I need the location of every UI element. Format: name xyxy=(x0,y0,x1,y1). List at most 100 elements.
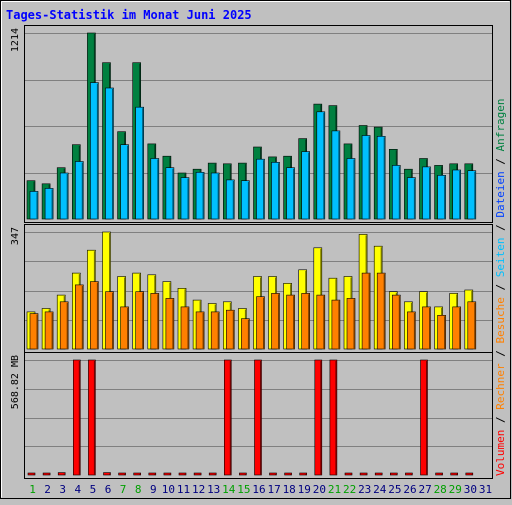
bar-shadow xyxy=(157,159,159,219)
legend-separator: / xyxy=(494,277,507,297)
day-label-13: 13 xyxy=(207,483,220,496)
legend-separator: / xyxy=(494,218,507,238)
bar-shadow xyxy=(353,159,355,219)
bar-shadow xyxy=(187,307,189,349)
bar-shadow xyxy=(36,314,38,349)
bar-shadow xyxy=(199,474,202,475)
bar-shadow xyxy=(338,131,340,219)
bar-shadow xyxy=(109,233,111,349)
bar-shadow xyxy=(290,474,292,475)
day-label-24: 24 xyxy=(373,483,387,496)
bar-shadow xyxy=(81,162,84,219)
bar-shadow xyxy=(398,296,401,349)
bar-shadow xyxy=(33,474,35,475)
bar-shadow xyxy=(398,166,401,219)
bar-shadow xyxy=(413,312,416,349)
bar-shadow xyxy=(350,474,352,475)
bar-shadow xyxy=(96,83,99,219)
legend-separator: / xyxy=(494,410,507,430)
day-label-11: 11 xyxy=(177,483,190,496)
bar-shadow xyxy=(413,178,416,219)
day-label-22: 22 xyxy=(343,483,356,496)
panel-volume: 568.82 MB xyxy=(10,352,493,479)
day-label-18: 18 xyxy=(283,483,296,496)
bar-shadow xyxy=(429,167,431,219)
bar-shadow xyxy=(202,173,205,219)
bar-shadow xyxy=(338,301,340,349)
bar-shadow xyxy=(323,112,325,219)
bar-shadow xyxy=(81,285,84,349)
bar-shadow xyxy=(293,168,295,219)
bar-shadow xyxy=(172,168,174,219)
bar-shadow xyxy=(214,474,217,475)
bar-shadow xyxy=(157,294,159,349)
bar-shadow xyxy=(232,311,235,349)
day-label-27: 27 xyxy=(418,483,431,496)
bar-shadow xyxy=(154,474,156,475)
bar-shadow xyxy=(444,176,446,219)
chart-legend: Volumen / Rechner / Besuche / Seiten / D… xyxy=(494,98,507,476)
bar-shadow xyxy=(368,136,371,219)
bar-shadow xyxy=(187,178,189,219)
day-label-3: 3 xyxy=(59,483,66,496)
day-label-17: 17 xyxy=(267,483,280,496)
bar-shadow xyxy=(229,361,232,475)
legend-item-besuche: Besuche xyxy=(494,297,507,343)
bar-shadow xyxy=(51,189,54,219)
legend-separator: / xyxy=(494,151,507,171)
bar-shadow xyxy=(474,171,476,219)
panel-border xyxy=(24,25,493,223)
bar-shadow xyxy=(353,299,355,349)
bar-shadow xyxy=(93,361,96,475)
legend-item-rechner: Rechner xyxy=(494,363,507,410)
day-label-28: 28 xyxy=(434,483,447,496)
legend-item-seiten: Seiten xyxy=(494,238,507,278)
bar-shadow xyxy=(456,474,458,475)
bar-shadow xyxy=(459,307,461,349)
bar-shadow xyxy=(383,137,386,219)
bar-shadow xyxy=(278,163,280,219)
bar-shadow xyxy=(142,292,144,349)
bar-shadow xyxy=(202,312,205,349)
bar-shadow xyxy=(78,361,81,475)
x-axis-day-labels: 1 2 3 4 5 6 7 8 9 10 11 12 13 14 15 16 17 18 19 20 21 22 23 24 2… xyxy=(29,483,492,496)
legend-text: Volumen / Rechner / Besuche / Seiten / D… xyxy=(494,98,507,476)
y-max-label: 347 xyxy=(10,227,21,245)
bar-shadow xyxy=(142,108,144,219)
day-label-14: 14 xyxy=(222,483,236,496)
bar-shadow xyxy=(96,282,99,349)
bar-shadow xyxy=(66,174,69,219)
bar-shadow xyxy=(278,294,280,349)
bar-shadow xyxy=(139,474,141,475)
bar-shadow xyxy=(429,307,431,349)
legend-separator: / xyxy=(494,344,507,364)
bar-shadow xyxy=(308,152,310,219)
bar-shadow xyxy=(244,474,247,475)
day-label-30: 30 xyxy=(464,483,477,496)
day-label-9: 9 xyxy=(150,483,157,496)
bar-shadow xyxy=(63,473,66,475)
bar-shadow xyxy=(395,474,398,475)
bar-shadow xyxy=(474,302,476,349)
panel-pages-visits: 347 xyxy=(10,224,493,353)
bar-shadow xyxy=(426,361,428,475)
bar-shadow xyxy=(444,316,446,349)
bar-shadow xyxy=(308,294,310,349)
bar-shadow xyxy=(36,192,38,219)
legend-item-anfragen: Anfragen xyxy=(494,98,507,151)
chart-title: Tages-Statistik im Monat Juni 2025 xyxy=(6,8,252,22)
bar-shadow xyxy=(275,474,277,475)
day-label-2: 2 xyxy=(44,483,51,496)
bar-shadow xyxy=(260,361,262,475)
bar-shadow xyxy=(380,474,383,475)
bar-shadow xyxy=(109,473,111,475)
day-label-6: 6 xyxy=(105,483,112,496)
y-max-label: 1214 xyxy=(10,28,21,52)
bar-shadow xyxy=(305,474,307,475)
bar-shadow xyxy=(323,296,325,349)
bar-shadow xyxy=(127,145,129,219)
day-label-12: 12 xyxy=(192,483,205,496)
day-label-25: 25 xyxy=(388,483,401,496)
